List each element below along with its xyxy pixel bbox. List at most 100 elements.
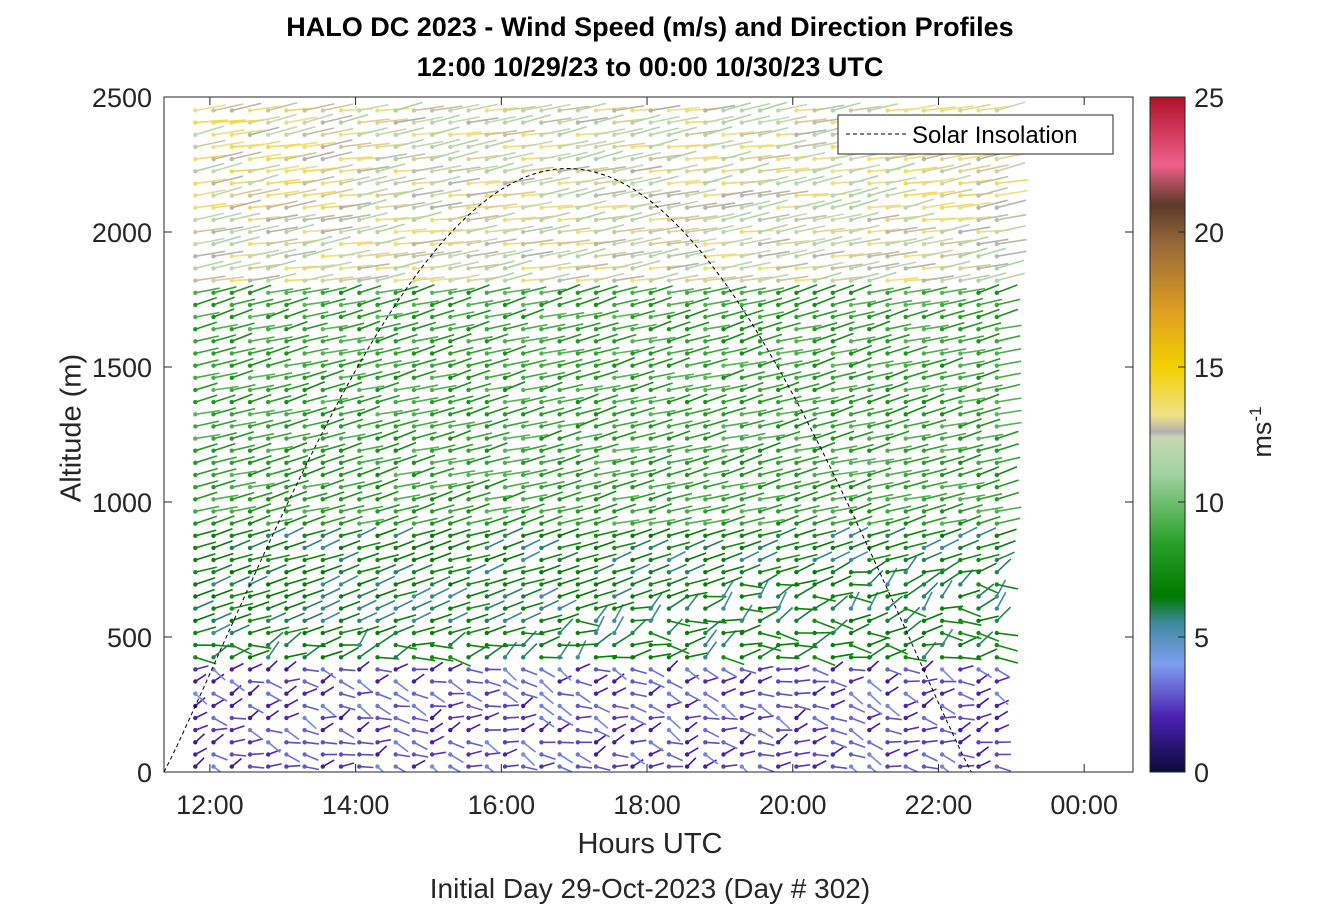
wind-barb-shaft <box>686 237 717 245</box>
wind-barb-shaft <box>595 370 619 379</box>
wind-barb-shaft <box>613 551 632 561</box>
wind-barb-point <box>885 339 890 344</box>
wind-barb-point <box>247 485 253 490</box>
wind-barb-shaft <box>213 419 237 428</box>
wind-barb-shaft <box>522 601 544 610</box>
wind-barb-shaft <box>814 632 831 646</box>
wind-barb-shaft <box>358 645 376 658</box>
wind-barb-shaft <box>905 693 919 704</box>
wind-barb-point <box>757 509 763 514</box>
wind-barb-shaft <box>832 213 863 221</box>
wind-barb-shaft <box>522 308 545 318</box>
wind-barb-shaft <box>286 627 309 634</box>
wind-barb-point <box>903 594 908 599</box>
wind-barb-point <box>848 156 854 162</box>
wind-barb-shaft <box>795 646 814 658</box>
wind-barb-point <box>539 570 544 575</box>
wind-barb-point <box>484 436 489 441</box>
wind-barb-point <box>684 363 690 368</box>
wind-barb-shaft <box>996 693 1009 706</box>
wind-barb-shaft <box>595 529 618 537</box>
wind-barb-point <box>684 679 690 684</box>
wind-barb-point <box>630 290 635 295</box>
wind-barb-shaft <box>959 526 978 537</box>
wind-barb-point <box>830 144 835 150</box>
wind-barb-shaft <box>340 753 356 756</box>
wind-barb-shaft <box>231 102 262 112</box>
wind-barb-shaft <box>722 705 736 718</box>
wind-barb-shaft <box>850 310 875 318</box>
wind-barb-point <box>357 108 362 113</box>
wind-barb-point <box>867 266 872 271</box>
wind-barb-shaft <box>632 492 656 501</box>
wind-barb-point <box>830 229 835 235</box>
wind-barb-point <box>812 703 817 709</box>
wind-barb-shaft <box>978 478 1000 488</box>
wind-barb-shaft <box>541 152 571 160</box>
wind-barb-point <box>593 485 599 490</box>
wind-barb-shaft <box>340 481 365 488</box>
wind-barb-shaft <box>668 274 699 282</box>
wind-barb-shaft <box>941 357 964 367</box>
wind-barb-point <box>338 193 344 198</box>
wind-barb-shaft <box>340 504 365 513</box>
wind-barb-shaft <box>850 491 873 501</box>
wind-barb-shaft <box>577 516 601 525</box>
wind-barb-shaft <box>286 250 317 258</box>
wind-barb-point <box>557 314 562 320</box>
wind-barb-point <box>539 740 544 745</box>
wind-barb-point <box>411 363 417 368</box>
wind-barb-point <box>976 570 981 575</box>
wind-barb-point <box>921 570 927 575</box>
wind-barb-point <box>284 752 289 757</box>
wind-barb-point <box>648 570 653 575</box>
wind-barb-point <box>338 144 344 150</box>
wind-barb-point <box>994 594 999 599</box>
wind-barb-point <box>939 630 945 636</box>
wind-barb-shaft <box>450 103 480 112</box>
wind-barb-shaft <box>213 226 244 233</box>
wind-barb-shaft <box>686 578 709 586</box>
wind-barb-point <box>411 691 417 696</box>
wind-barb-point <box>848 764 854 769</box>
wind-barb-shaft <box>504 225 535 233</box>
wind-barb-shaft <box>632 468 657 476</box>
wind-barb-point <box>630 618 635 623</box>
wind-barb-shaft <box>960 665 974 671</box>
wind-barb-point <box>903 108 908 113</box>
wind-barb-point <box>721 217 726 223</box>
wind-barb-point <box>776 120 781 125</box>
wind-barb-point <box>939 229 945 235</box>
wind-barb-point <box>539 363 544 368</box>
wind-barb-point <box>357 290 362 295</box>
wind-barb-point <box>393 570 398 575</box>
wind-barb-point <box>575 509 580 514</box>
wind-barb-point <box>757 314 763 320</box>
wind-barb-point <box>757 169 763 174</box>
wind-barb-shaft <box>814 705 830 710</box>
wind-barb-point <box>466 764 471 769</box>
wind-barb-point <box>247 606 253 611</box>
wind-barb-point <box>284 436 289 441</box>
wind-barb-point <box>357 339 362 344</box>
wind-barb-shaft <box>668 321 691 330</box>
wind-barb-point <box>921 169 927 174</box>
wind-barb-point <box>575 752 580 757</box>
wind-barb-point <box>521 691 526 696</box>
wind-barb-shaft <box>541 335 566 343</box>
wind-barb-point <box>994 764 999 769</box>
y-tick-label: 500 <box>107 623 152 653</box>
wind-barb-point <box>357 485 362 490</box>
wind-barb-point <box>448 132 453 137</box>
wind-barb-point <box>484 582 489 587</box>
wind-barb-point <box>593 740 599 745</box>
wind-barb-point <box>448 193 453 198</box>
wind-barb-shaft <box>304 482 330 488</box>
wind-barb-shaft <box>577 285 601 294</box>
wind-barb-shaft <box>231 383 256 391</box>
wind-barb-shaft <box>395 359 420 367</box>
wind-barb-shaft <box>723 466 745 476</box>
wind-barb-point <box>885 727 890 733</box>
wind-barb-point <box>211 533 216 538</box>
wind-barb-point <box>575 655 580 660</box>
